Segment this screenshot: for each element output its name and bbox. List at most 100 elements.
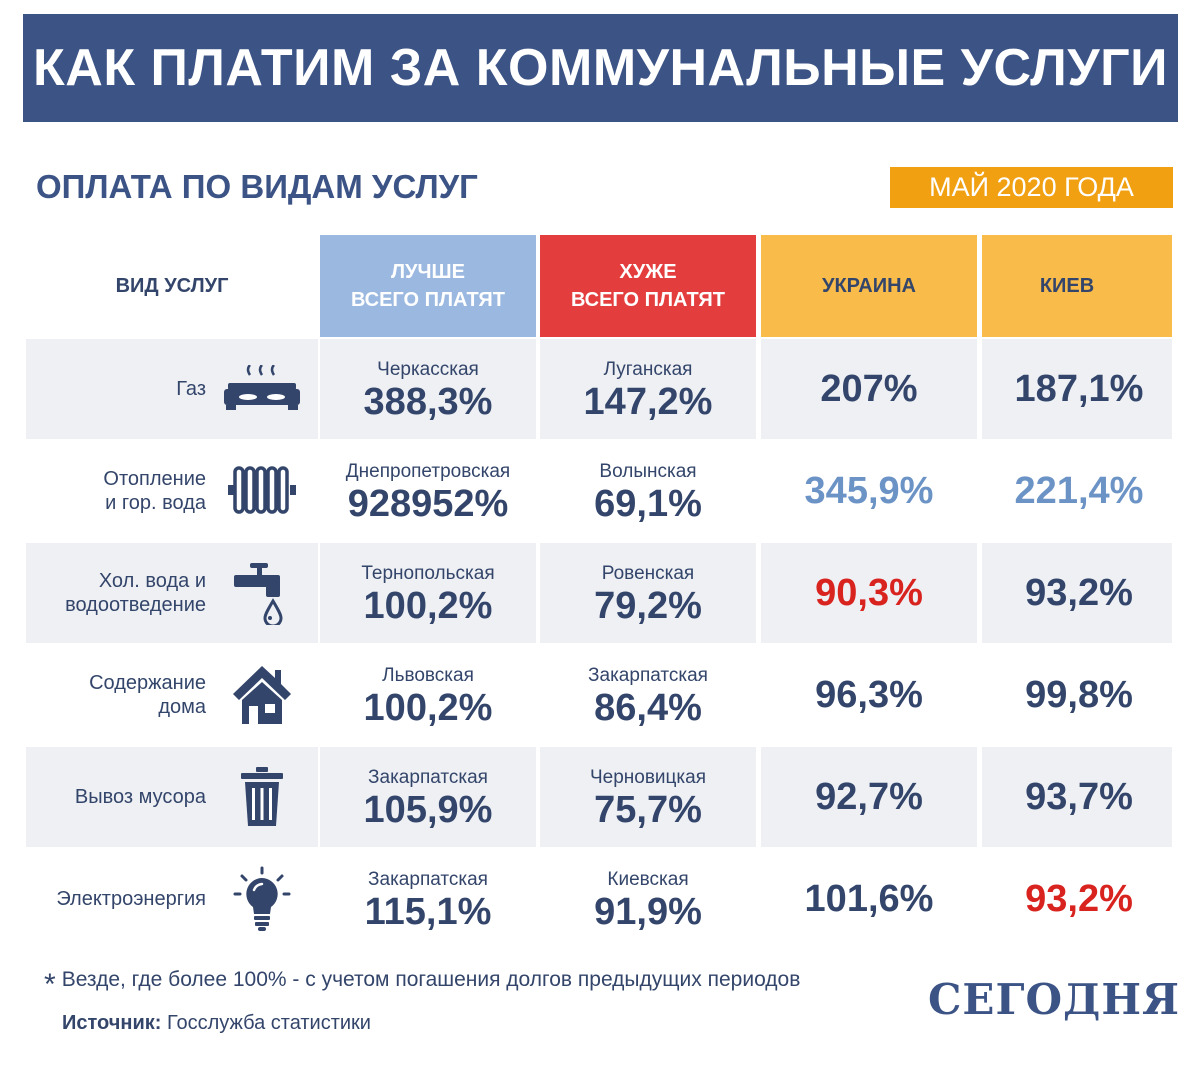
- best-value: 928952%: [347, 483, 509, 525]
- ukraine-value: 96,3%: [815, 673, 923, 716]
- best-value: 100,2%: [363, 585, 493, 627]
- service-label-line2: дома: [158, 696, 206, 718]
- kyiv-cell: 93,2%: [982, 543, 1172, 643]
- gas-stove-icon: [220, 364, 304, 413]
- kyiv-cell: 93,7%: [982, 747, 1172, 847]
- header-service: ВИД УСЛУГ: [26, 235, 318, 337]
- best-cell: Львовская 100,2%: [320, 645, 536, 745]
- service-cell: Вывоз мусора: [26, 747, 318, 847]
- worst-value: 86,4%: [594, 687, 702, 729]
- worst-value: 147,2%: [583, 381, 713, 423]
- service-label-line1: Вывоз мусора: [74, 786, 206, 808]
- segodnya-logo: СЕГОДНЯ: [928, 975, 1181, 1024]
- worst-cell: Ровенская 79,2%: [540, 543, 756, 643]
- worst-cell: Киевская 91,9%: [540, 849, 756, 949]
- header-worst: ХУЖЕ ВСЕГО ПЛАТЯТ: [540, 235, 756, 337]
- service-label: Газ: [176, 377, 206, 401]
- best-value: 105,9%: [363, 789, 493, 831]
- kyiv-value: 187,1%: [1014, 367, 1144, 410]
- service-label: Вывоз мусора: [75, 785, 206, 809]
- best-value: 388,3%: [363, 381, 493, 423]
- best-cell: Днепропетровская 928952%: [320, 441, 536, 541]
- ukraine-cell: 101,6%: [761, 849, 977, 949]
- source-label: Источник:: [62, 1012, 162, 1034]
- ukraine-value: 207%: [820, 367, 918, 410]
- water-tap-icon: [232, 561, 292, 628]
- service-cell: Содержание дома: [26, 645, 318, 745]
- header-worst-line1: ХУЖЕ: [619, 261, 677, 283]
- ukraine-value: 92,7%: [815, 775, 923, 818]
- light-bulb-icon: [232, 866, 292, 932]
- ukraine-cell: 96,3%: [761, 645, 977, 745]
- header-ukraine: УКРАИНА: [761, 235, 977, 337]
- header-worst-line2: ВСЕГО ПЛАТЯТ: [570, 289, 726, 311]
- best-cell: Закарпатская 115,1%: [320, 849, 536, 949]
- worst-value: 69,1%: [594, 483, 702, 525]
- header-best-line1: ЛУЧШЕ: [391, 261, 465, 283]
- house-icon: [231, 664, 293, 726]
- kyiv-cell: 99,8%: [982, 645, 1172, 745]
- service-cell: Хол. вода и водоотведение: [26, 543, 318, 643]
- header-ukraine-label: УКРАИНА: [822, 275, 916, 297]
- service-label-line1: Электроэнергия: [56, 888, 206, 910]
- service-cell: Газ: [26, 339, 318, 439]
- service-cell: Отопление и гор. вода: [26, 441, 318, 541]
- kyiv-value: 221,4%: [1014, 469, 1144, 512]
- worst-cell: Волынская 69,1%: [540, 441, 756, 541]
- header-best: ЛУЧШЕ ВСЕГО ПЛАТЯТ: [320, 235, 536, 337]
- service-label-line2: и гор. вода: [105, 492, 206, 514]
- ukraine-value: 101,6%: [804, 877, 934, 920]
- worst-region: Луганская: [603, 359, 693, 380]
- worst-value: 91,9%: [594, 891, 702, 933]
- worst-cell: Луганская 147,2%: [540, 339, 756, 439]
- worst-region: Волынская: [599, 461, 697, 482]
- trash-bin-icon: [239, 766, 285, 828]
- service-label-line1: Отопление: [103, 468, 206, 490]
- title-banner: КАК ПЛАТИМ ЗА КОММУНАЛЬНЫЕ УСЛУГИ: [23, 14, 1178, 122]
- best-region: Закарпатская: [368, 869, 488, 890]
- worst-cell: Черновицкая 75,7%: [540, 747, 756, 847]
- ukraine-value: 345,9%: [804, 469, 934, 512]
- kyiv-cell: 187,1%: [982, 339, 1172, 439]
- kyiv-cell: 221,4%: [982, 441, 1172, 541]
- footnote: * Везде, где более 100% - с учетом погаше…: [44, 968, 800, 1002]
- ukraine-cell: 345,9%: [761, 441, 977, 541]
- worst-region: Закарпатская: [588, 665, 708, 686]
- best-cell: Тернопольская 100,2%: [320, 543, 536, 643]
- kyiv-value: 93,7%: [1025, 775, 1133, 818]
- best-region: Днепропетровская: [345, 461, 511, 482]
- worst-value: 75,7%: [594, 789, 702, 831]
- worst-value: 79,2%: [594, 585, 702, 627]
- service-label-line1: Газ: [176, 378, 206, 400]
- worst-region: Ровенская: [601, 563, 695, 584]
- page-title: КАК ПЛАТИМ ЗА КОММУНАЛЬНЫЕ УСЛУГИ: [33, 39, 1168, 97]
- subtitle: ОПЛАТА ПО ВИДАМ УСЛУГ: [36, 168, 478, 205]
- worst-cell: Закарпатская 86,4%: [540, 645, 756, 745]
- best-region: Закарпатская: [368, 767, 488, 788]
- footnote-text: Везде, где более 100% - с учетом погашен…: [61, 968, 801, 991]
- ukraine-cell: 90,3%: [761, 543, 977, 643]
- kyiv-cell: 93,2%: [982, 849, 1172, 949]
- service-label-line1: Содержание: [89, 672, 206, 694]
- footnote-mark: *: [44, 968, 56, 1001]
- service-label: Хол. вода и водоотведение: [65, 569, 206, 617]
- header-best-line2: ВСЕГО ПЛАТЯТ: [350, 289, 506, 311]
- ukraine-cell: 207%: [761, 339, 977, 439]
- kyiv-value: 93,2%: [1025, 571, 1133, 614]
- service-label: Отопление и гор. вода: [103, 467, 206, 515]
- source-text: Госслужба статистики: [166, 1012, 371, 1034]
- best-region: Черкасская: [377, 359, 479, 380]
- service-label-line2: водоотведение: [65, 594, 206, 616]
- ukraine-cell: 92,7%: [761, 747, 977, 847]
- source: Источник: Госслужба статистики: [62, 1012, 371, 1035]
- service-cell: Электроэнергия: [26, 849, 318, 949]
- best-cell: Черкасская 388,3%: [320, 339, 536, 439]
- best-value: 115,1%: [364, 891, 492, 933]
- worst-region: Киевская: [607, 869, 689, 890]
- header-kyiv-label: КИЕВ: [1039, 275, 1095, 297]
- header-service-label: ВИД УСЛУГ: [115, 275, 229, 297]
- payments-table: ВИД УСЛУГ ЛУЧШЕ ВСЕГО ПЛАТЯТ ХУЖЕ ВСЕГО …: [26, 235, 1174, 940]
- header-kyiv: КИЕВ: [982, 235, 1172, 337]
- best-region: Тернопольская: [361, 563, 495, 584]
- best-region: Львовская: [382, 665, 474, 686]
